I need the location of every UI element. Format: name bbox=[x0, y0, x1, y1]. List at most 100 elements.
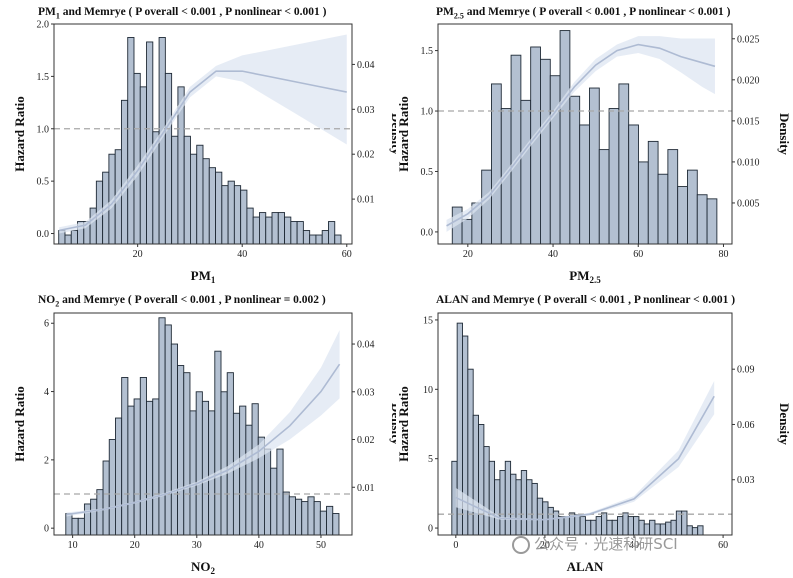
histogram-bar bbox=[195, 391, 203, 536]
x-tick-label: 20 bbox=[130, 540, 140, 551]
histogram-bar bbox=[170, 343, 178, 536]
chart-panel-no2: NO2 and Memrye ( P overall < 0.001 , P n… bbox=[0, 289, 396, 578]
histogram-bar bbox=[483, 446, 490, 536]
histogram-bar bbox=[657, 173, 669, 245]
y2-tick-label: 0.06 bbox=[737, 420, 755, 431]
histogram-bar bbox=[697, 525, 704, 536]
histogram-bar bbox=[667, 149, 679, 245]
chart-panel-alan: ALAN and Memrye ( P overall < 0.001 , P … bbox=[396, 289, 793, 578]
histogram-bar bbox=[120, 99, 129, 245]
histogram-bar bbox=[282, 491, 290, 536]
plot-area: 10 20 30 40 50 0 2 4 6 0.01 0.02 0.03 0.04 NO2 Hazard … bbox=[12, 312, 396, 576]
histogram-bar bbox=[270, 467, 278, 536]
histogram-bar bbox=[121, 377, 129, 536]
histogram-bar bbox=[478, 424, 485, 536]
y-tick-label: 0 bbox=[44, 524, 49, 535]
histogram-bar bbox=[276, 448, 284, 536]
histogram-bar bbox=[515, 479, 522, 536]
histogram-bar bbox=[64, 234, 72, 245]
x-axis-label: ALAN bbox=[567, 559, 604, 574]
histogram-bar bbox=[232, 412, 241, 536]
histogram-bar bbox=[301, 501, 309, 536]
histogram-bar bbox=[520, 470, 528, 536]
histogram-bar bbox=[127, 405, 135, 536]
histogram-bar bbox=[127, 37, 135, 245]
histogram-bar bbox=[77, 517, 85, 536]
histogram-bar bbox=[706, 198, 718, 245]
histogram-bar bbox=[83, 503, 92, 536]
histogram-bar bbox=[618, 83, 630, 245]
x-tick-label: 40 bbox=[548, 249, 558, 260]
y2-axis-label: Density bbox=[389, 403, 396, 445]
histogram-bar bbox=[332, 513, 340, 536]
histogram-bar bbox=[183, 372, 191, 536]
y-tick-label: 2.0 bbox=[37, 20, 50, 31]
x-tick-label: 50 bbox=[316, 540, 326, 551]
plot-area: 20 40 60 80 0.0 0.5 1.0 1.5 0.005 0.010 0.015 0.020… bbox=[396, 23, 792, 285]
histogram-bar bbox=[102, 460, 110, 536]
y2-axis-label: Density bbox=[777, 403, 792, 445]
y2-tick-label: 0.015 bbox=[737, 116, 760, 127]
x-tick-label: 10 bbox=[68, 540, 78, 551]
histogram-bar bbox=[472, 414, 479, 536]
histogram-bar bbox=[608, 108, 620, 245]
histogram-bar bbox=[520, 99, 532, 245]
plot-area: 20 40 60 0.0 0.5 1.0 1.5 2.0 0.01 0.02 0.03 0.04 PM1… bbox=[12, 20, 396, 286]
chart-svg-pm25: 20 40 60 80 0.0 0.5 1.0 1.5 0.005 0.010 0.015 0.020… bbox=[396, 23, 792, 285]
histogram-bar bbox=[313, 501, 321, 536]
histogram-bar bbox=[189, 410, 197, 536]
histogram-bar bbox=[284, 216, 292, 245]
histogram-bar bbox=[264, 448, 272, 536]
histogram-bar bbox=[647, 140, 659, 245]
histogram-bar bbox=[233, 185, 242, 245]
x-axis-label: PM1 bbox=[191, 268, 216, 285]
histogram-bar bbox=[569, 95, 581, 245]
x-tick-label: 40 bbox=[237, 249, 247, 260]
histogram-bar bbox=[499, 470, 506, 536]
histogram-bar bbox=[302, 230, 311, 245]
hazard-curve bbox=[446, 43, 716, 227]
histogram-bar bbox=[321, 230, 329, 245]
histogram-bar bbox=[526, 479, 533, 536]
histogram-bar bbox=[687, 169, 698, 245]
histogram-bar bbox=[696, 194, 708, 245]
chart-title: NO2 and Memrye ( P overall < 0.001 , P n… bbox=[38, 294, 326, 309]
histogram-bar bbox=[226, 372, 234, 536]
y2-tick-label: 0.03 bbox=[737, 475, 755, 486]
plot-frame bbox=[437, 23, 733, 245]
histogram-bar bbox=[158, 317, 166, 536]
histogram-bar bbox=[288, 496, 296, 536]
histogram-bar bbox=[277, 212, 286, 245]
y-tick-label: 4 bbox=[44, 387, 49, 398]
watermark: 公众号 · 光速科研SCI bbox=[512, 533, 678, 554]
histogram-bar bbox=[677, 186, 688, 245]
y-tick-label: 15 bbox=[423, 315, 433, 326]
histogram-bar bbox=[504, 460, 512, 536]
histogram-bar bbox=[245, 424, 253, 536]
histogram-bar bbox=[309, 234, 317, 245]
y2-tick-label: 0.03 bbox=[357, 105, 375, 116]
chart-svg-no2: 10 20 30 40 50 0 2 4 6 0.01 0.02 0.03 0.04 NO2 Hazard … bbox=[12, 312, 396, 576]
histogram-bar bbox=[252, 216, 260, 245]
chart-panel-pm1: PM1 and Memrye ( P overall < 0.001 , P n… bbox=[0, 0, 396, 289]
y2-tick-label: 0.02 bbox=[357, 435, 375, 446]
histogram-bar bbox=[196, 144, 204, 245]
histogram-bar bbox=[549, 75, 561, 245]
y-tick-label: 5 bbox=[428, 454, 433, 465]
chart-title: ALAN and Memrye ( P overall < 0.001 , P … bbox=[436, 294, 736, 306]
histogram-bar bbox=[552, 510, 560, 536]
histogram-bar bbox=[328, 221, 336, 245]
y2-tick-label: 0.01 bbox=[357, 195, 375, 206]
histogram-bar bbox=[601, 512, 608, 536]
y2-tick-label: 0.02 bbox=[357, 150, 375, 161]
histogram-bar bbox=[488, 460, 496, 536]
x-tick-label: 80 bbox=[718, 249, 728, 260]
histogram-bar bbox=[638, 161, 649, 245]
histogram-bar bbox=[559, 30, 571, 245]
y-tick-label: 0.0 bbox=[37, 229, 50, 240]
histogram-bar bbox=[246, 207, 254, 245]
y-tick-label: 0.5 bbox=[421, 167, 434, 178]
x-axis-label-subscript: 2.5 bbox=[589, 275, 601, 285]
y-tick-label: 1.5 bbox=[37, 72, 50, 83]
x-tick-label: 20 bbox=[540, 540, 550, 551]
